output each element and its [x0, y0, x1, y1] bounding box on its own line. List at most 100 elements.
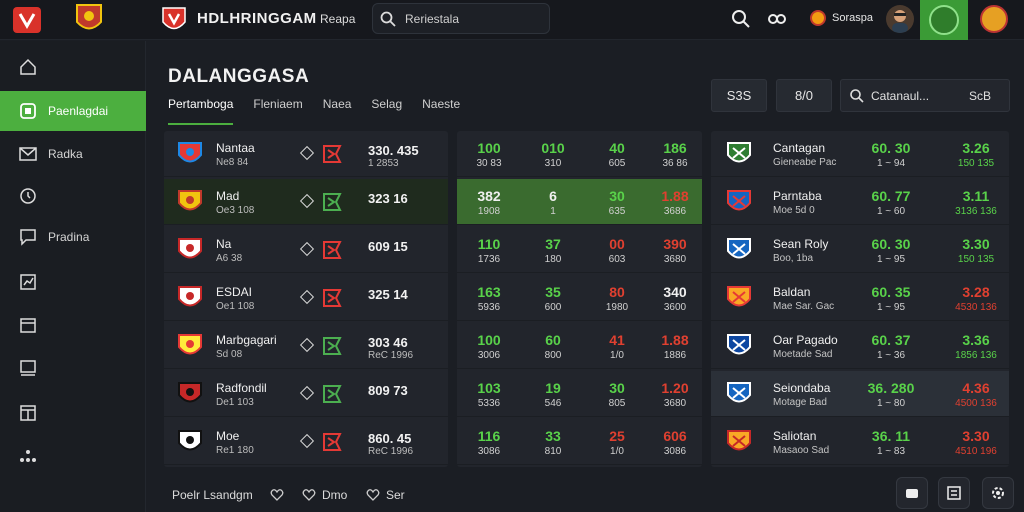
- odds-value[interactable]: 80: [609, 284, 625, 300]
- match-row[interactable]: Nantaa Ne8 84 330. 435 1 2853: [164, 131, 448, 177]
- bottom-link-1[interactable]: Poelr Lsandgm: [172, 488, 253, 502]
- tab-5[interactable]: Naeste: [422, 97, 461, 111]
- match-row[interactable]: ESDAI Oe1 108 325 14: [164, 275, 448, 321]
- tab-4[interactable]: Selag: [371, 97, 403, 111]
- sidebar-item-home[interactable]: [0, 47, 146, 87]
- featured-odds-2[interactable]: 4.36: [962, 380, 990, 396]
- stream-icon[interactable]: [322, 239, 346, 261]
- match-row[interactable]: Moe Re1 180 860. 45 ReC 1996: [164, 419, 448, 465]
- odds-value[interactable]: 00: [609, 236, 625, 252]
- avatar[interactable]: [886, 5, 914, 33]
- stream-icon[interactable]: [322, 383, 346, 405]
- match-row[interactable]: Marbgagari Sd 08 303 46 ReC 1996: [164, 323, 448, 369]
- featured-odds-1[interactable]: 36. 11: [871, 428, 911, 444]
- odds-value[interactable]: 30: [609, 188, 625, 204]
- app-logo-icon[interactable]: [12, 6, 42, 34]
- tab-2[interactable]: Fleniaem: [253, 97, 303, 111]
- odds-value[interactable]: 19: [545, 380, 561, 396]
- link-icon[interactable]: [766, 8, 788, 30]
- record-button[interactable]: [896, 477, 928, 509]
- featured-odds-1[interactable]: 60. 30: [871, 236, 911, 252]
- favorite-icon[interactable]: [299, 385, 315, 401]
- odds-value[interactable]: 35: [545, 284, 561, 300]
- odds-value[interactable]: 33: [545, 428, 561, 444]
- stream-icon[interactable]: [322, 335, 346, 357]
- featured-odds-2[interactable]: 3.30: [962, 236, 990, 252]
- stream-icon[interactable]: [322, 143, 346, 165]
- search-icon[interactable]: [730, 8, 752, 30]
- odds-value[interactable]: 37: [545, 236, 561, 252]
- heart-icon[interactable]: [302, 488, 316, 502]
- favorite-icon[interactable]: [299, 289, 315, 305]
- featured-odds-1[interactable]: 60. 30: [871, 140, 911, 156]
- odds-value[interactable]: 30: [609, 380, 625, 396]
- stream-icon[interactable]: [322, 287, 346, 309]
- match-row[interactable]: Na A6 38 609 15: [164, 227, 448, 273]
- odds-value[interactable]: 41: [609, 332, 625, 348]
- odds-value[interactable]: 60: [545, 332, 561, 348]
- featured-odds-1[interactable]: 36. 280: [867, 380, 915, 396]
- bottom-link-3[interactable]: Ser: [386, 488, 405, 502]
- tab-3[interactable]: Naea: [322, 97, 352, 111]
- sidebar-item-more[interactable]: [0, 436, 146, 476]
- featured-row[interactable]: Cantagan Gieneabe Pac 60. 30 1 ~ 94 3.26 150 …: [711, 131, 1009, 177]
- featured-odds-2[interactable]: 3.28: [962, 284, 990, 300]
- odds-value[interactable]: 390: [663, 236, 687, 252]
- wallet-button[interactable]: [920, 0, 968, 40]
- sidebar-item-mail[interactable]: Radka: [0, 134, 146, 174]
- heart-icon[interactable]: [366, 488, 380, 502]
- odds-value[interactable]: 1.20: [661, 380, 689, 396]
- sidebar-item-clock[interactable]: [0, 176, 146, 216]
- featured-odds-1[interactable]: 60. 77: [871, 188, 911, 204]
- odds-value[interactable]: 6: [549, 188, 557, 204]
- featured-odds-2[interactable]: 3.26: [962, 140, 990, 156]
- sidebar-item-calendar[interactable]: [0, 305, 146, 345]
- balance-label[interactable]: Soraspa: [832, 12, 873, 24]
- sidebar-item-live[interactable]: Paenlagdai: [0, 91, 146, 131]
- filter-button-a[interactable]: S3S: [711, 79, 767, 112]
- sidebar-item-grid[interactable]: [0, 393, 146, 433]
- featured-odds-1[interactable]: 60. 37: [871, 332, 911, 348]
- rewards-badge-icon[interactable]: [980, 5, 1008, 33]
- featured-row[interactable]: Seiondaba Motage Bad 36. 280 1 ~ 80 4.36 4500…: [711, 371, 1009, 417]
- bottom-link-2[interactable]: Dmo: [322, 488, 348, 502]
- tab-1[interactable]: Pertamboga: [168, 97, 234, 125]
- club-crest-icon[interactable]: [74, 2, 104, 36]
- settings-button[interactable]: [982, 477, 1014, 509]
- stream-icon[interactable]: [322, 431, 346, 453]
- odds-value[interactable]: 186: [663, 140, 687, 156]
- odds-value[interactable]: 25: [609, 428, 625, 444]
- favorite-icon[interactable]: [299, 241, 315, 257]
- odds-value[interactable]: 100: [477, 140, 501, 156]
- odds-value[interactable]: 340: [663, 284, 687, 300]
- sidebar-item-monitor[interactable]: [0, 348, 146, 388]
- favorite-icon[interactable]: [299, 433, 315, 449]
- top-search-input[interactable]: Reriestala: [372, 3, 550, 34]
- odds-value[interactable]: 103: [477, 380, 501, 396]
- sidebar-item-chart[interactable]: [0, 262, 146, 302]
- odds-value[interactable]: 1.88: [661, 332, 689, 348]
- odds-value[interactable]: 606: [663, 428, 687, 444]
- odds-value[interactable]: 1.88: [661, 188, 689, 204]
- odds-value[interactable]: 116: [477, 428, 501, 444]
- featured-odds-2[interactable]: 3.11: [962, 188, 990, 204]
- odds-value[interactable]: 163: [477, 284, 501, 300]
- featured-row[interactable]: Sean Roly Boo, 1ba 60. 30 1 ~ 95 3.30 150 135: [711, 227, 1009, 273]
- favorite-icon[interactable]: [299, 193, 315, 209]
- featured-row[interactable]: Parntaba Moe 5d 0 60. 77 1 ~ 60 3.11 3136 136: [711, 179, 1009, 225]
- heart-icon[interactable]: [270, 488, 284, 502]
- match-row[interactable]: Radfondil De1 103 809 73: [164, 371, 448, 417]
- odds-value[interactable]: 010: [541, 140, 565, 156]
- featured-odds-2[interactable]: 3.36: [962, 332, 990, 348]
- featured-row[interactable]: Saliotan Masaoo Sad 36. 11 1 ~ 83 3.30 4510 1…: [711, 419, 1009, 465]
- match-row[interactable]: Mad Oe3 108 323 16: [164, 179, 448, 225]
- favorite-icon[interactable]: [299, 337, 315, 353]
- odds-value[interactable]: 382: [477, 188, 501, 204]
- featured-row[interactable]: Oar Pagado Moetade Sad 60. 37 1 ~ 36 3.36 185…: [711, 323, 1009, 369]
- stream-icon[interactable]: [322, 191, 346, 213]
- featured-odds-2[interactable]: 3.30: [962, 428, 990, 444]
- filter-button-b[interactable]: 8/0: [776, 79, 832, 112]
- sidebar-item-chat[interactable]: Pradina: [0, 217, 146, 257]
- odds-value[interactable]: 40: [609, 140, 625, 156]
- top-nav-link[interactable]: Reapa: [320, 12, 356, 26]
